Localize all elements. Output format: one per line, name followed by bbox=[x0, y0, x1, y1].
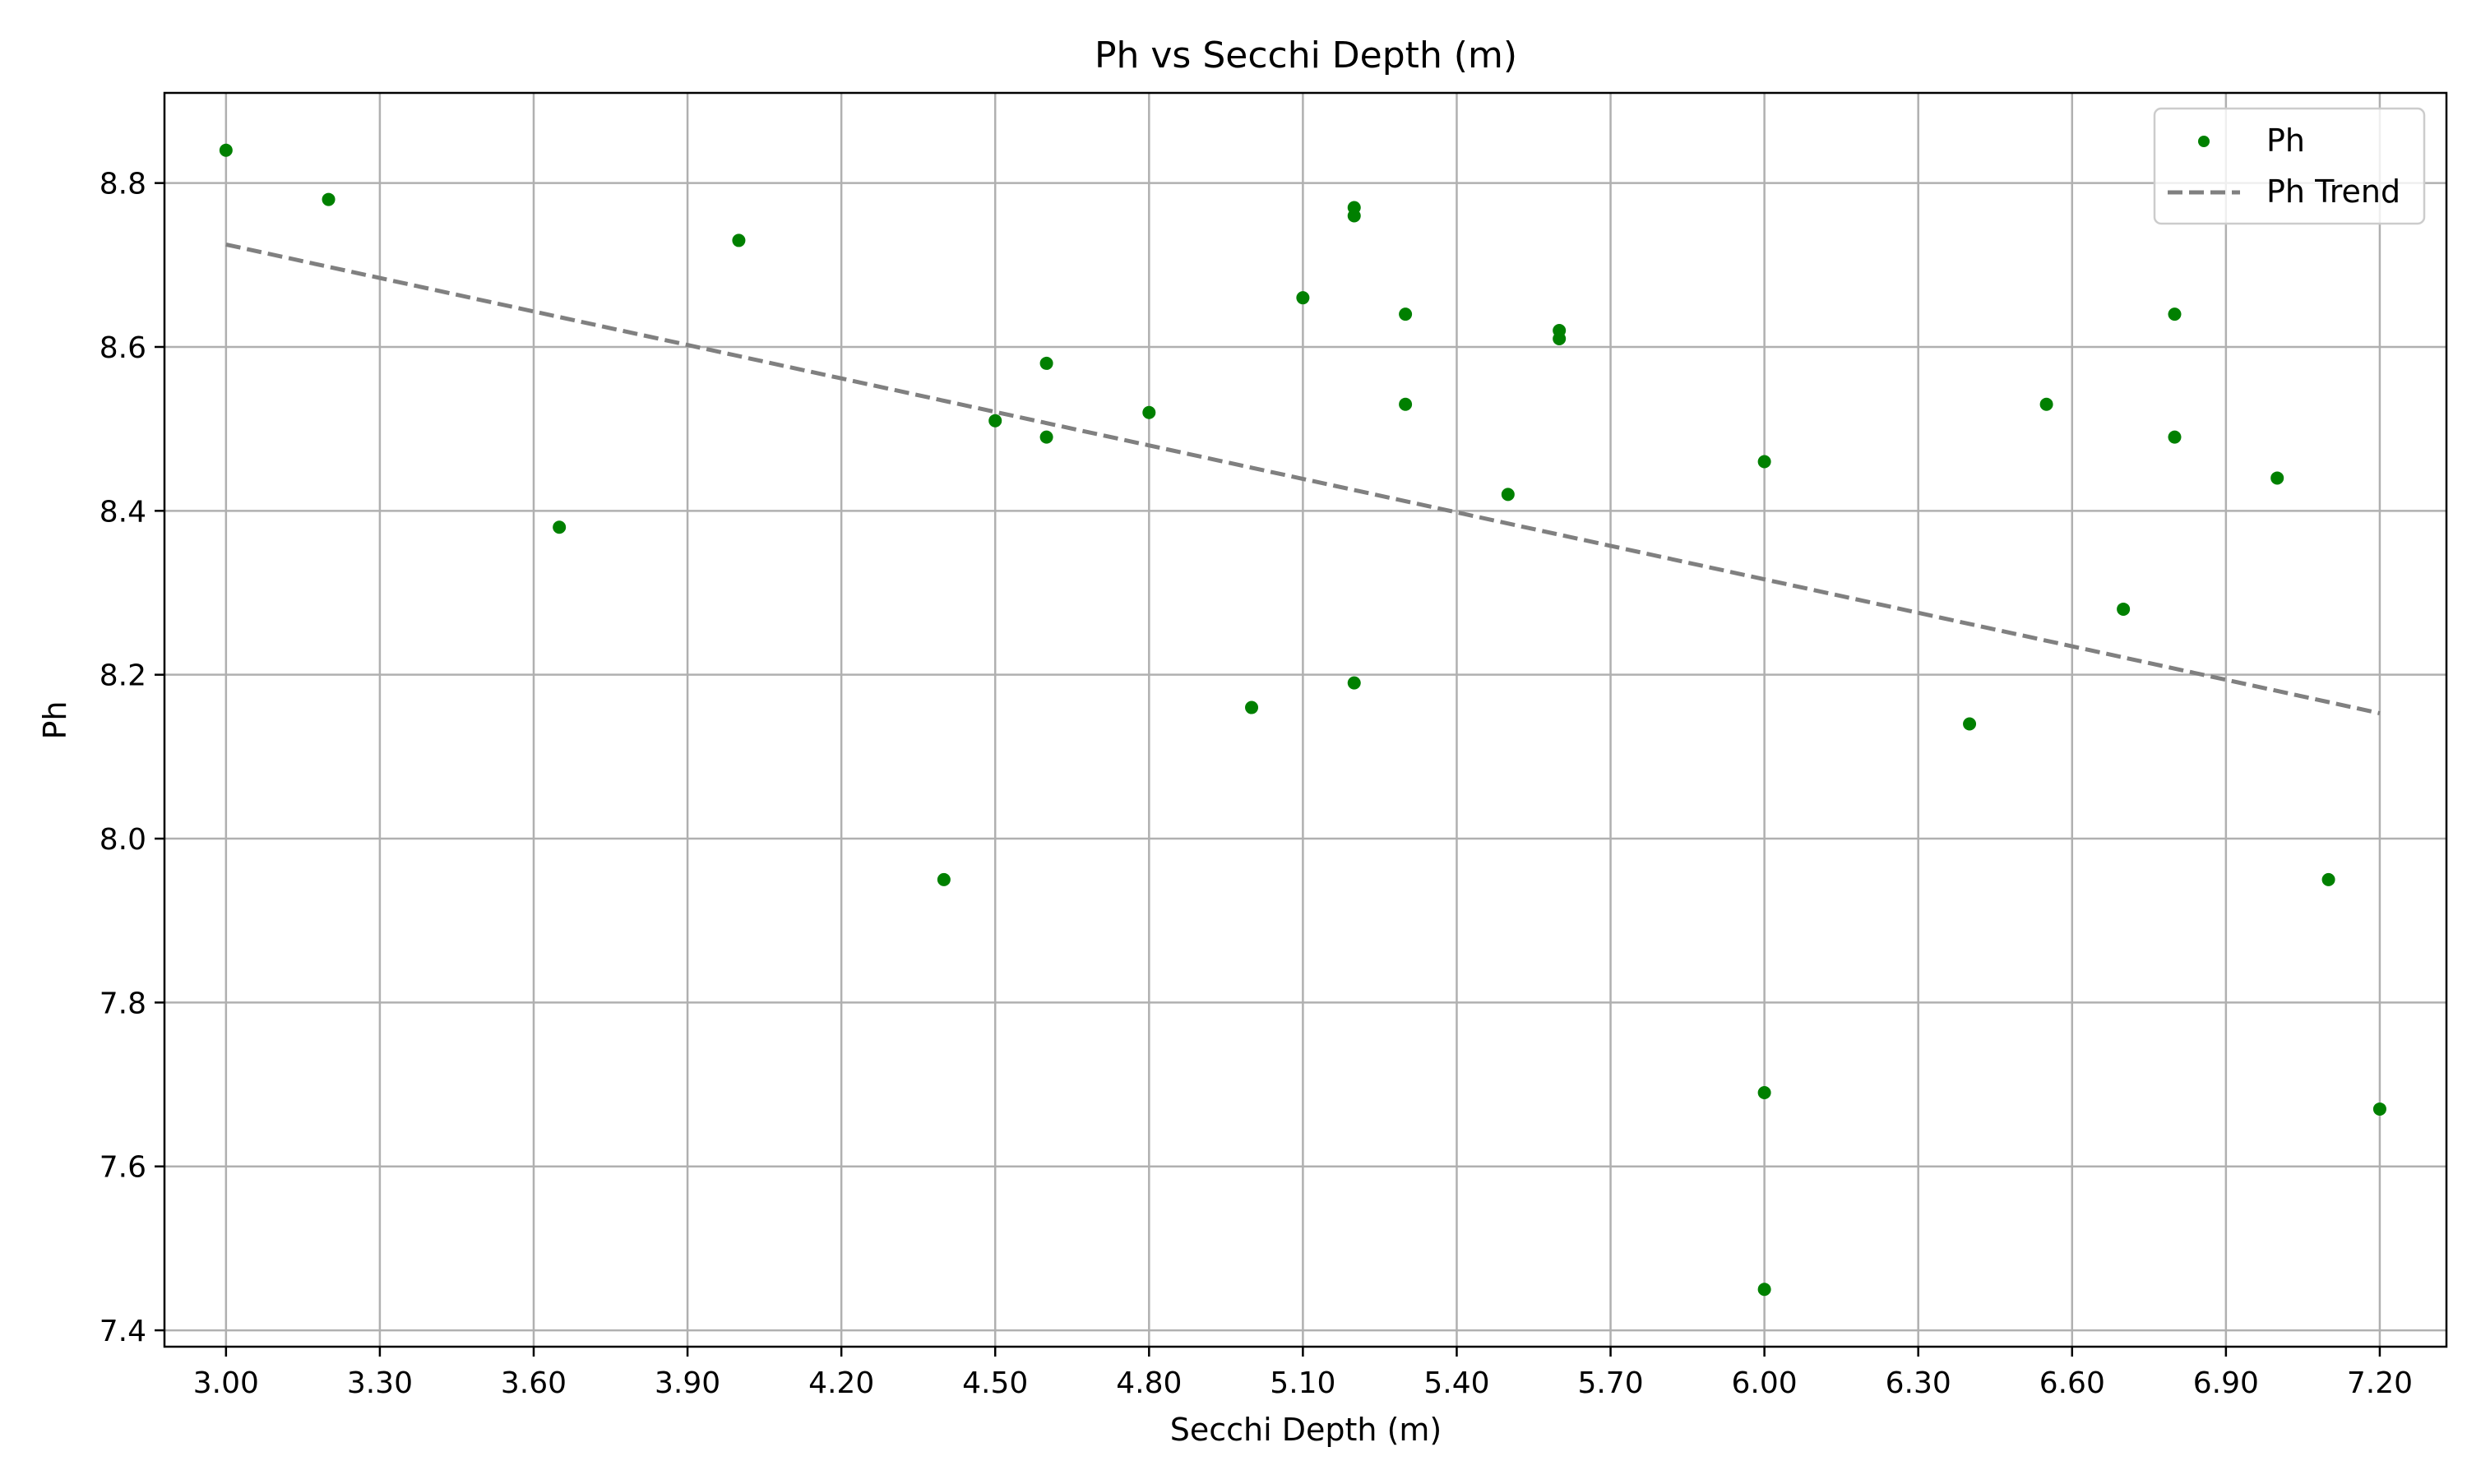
y-tick-label: 7.4 bbox=[100, 1315, 146, 1348]
legend-frame bbox=[2153, 107, 2426, 225]
legend-marker-ph bbox=[2198, 136, 2210, 147]
data-point bbox=[732, 233, 746, 247]
trend-line bbox=[225, 242, 2381, 715]
data-point bbox=[1039, 430, 1053, 444]
data-point bbox=[1245, 700, 1259, 714]
data-point bbox=[988, 414, 1002, 428]
data-point bbox=[2321, 872, 2335, 886]
data-point bbox=[553, 520, 567, 534]
data-point bbox=[1296, 291, 1310, 305]
x-tick-label: 6.30 bbox=[1886, 1366, 1951, 1400]
trend-layer bbox=[225, 242, 2381, 715]
x-tick-label: 4.80 bbox=[1116, 1366, 1182, 1400]
x-axis-ticks: 3.00 3.30 3.60 3.90 4.20 4.50 4.80 5.10 5.40 5.70… bbox=[193, 1347, 2413, 1400]
x-tick-label: 4.20 bbox=[808, 1366, 874, 1400]
data-point bbox=[1553, 332, 1567, 346]
data-point bbox=[1347, 676, 1361, 690]
data-point bbox=[2168, 307, 2182, 321]
x-tick-label: 6.00 bbox=[1732, 1366, 1798, 1400]
data-point bbox=[1399, 307, 1413, 321]
legend-label-ph: Ph bbox=[2266, 123, 2305, 159]
data-point bbox=[1963, 717, 1977, 731]
data-point bbox=[1757, 1086, 1771, 1100]
y-tick-label: 8.4 bbox=[100, 495, 146, 529]
data-point bbox=[2117, 602, 2131, 616]
data-point bbox=[1039, 356, 1053, 370]
y-tick-label: 7.6 bbox=[100, 1151, 146, 1185]
data-point bbox=[322, 192, 336, 206]
data-point bbox=[1757, 455, 1771, 469]
x-tick-label: 5.40 bbox=[1423, 1366, 1489, 1400]
x-tick-label: 5.10 bbox=[1270, 1366, 1335, 1400]
x-tick-label: 3.30 bbox=[347, 1366, 413, 1400]
y-tick-label: 8.6 bbox=[100, 331, 146, 365]
points-layer bbox=[219, 143, 2386, 1297]
y-tick-label: 7.8 bbox=[100, 987, 146, 1020]
data-point bbox=[2270, 471, 2284, 485]
x-tick-label: 6.60 bbox=[2039, 1366, 2105, 1400]
x-tick-label: 3.90 bbox=[655, 1366, 720, 1400]
plot-frame bbox=[163, 91, 2448, 1348]
data-point bbox=[2039, 397, 2053, 411]
x-tick-label: 7.20 bbox=[2347, 1366, 2413, 1400]
x-tick-label: 3.60 bbox=[501, 1366, 567, 1400]
x-axis-label: Secchi Depth (m) bbox=[1170, 1412, 1442, 1448]
data-point bbox=[219, 143, 233, 157]
x-tick-label: 5.70 bbox=[1577, 1366, 1643, 1400]
chart-title: Ph vs Secchi Depth (m) bbox=[1095, 35, 1517, 76]
y-axis-ticks: 7.4 7.6 7.8 8.0 8.2 8.4 8.6 8.8 bbox=[100, 168, 164, 1348]
grid bbox=[164, 93, 2446, 1347]
y-tick-label: 8.2 bbox=[100, 659, 146, 693]
data-point bbox=[937, 872, 951, 886]
data-point bbox=[1347, 209, 1361, 223]
data-point bbox=[1142, 405, 1156, 419]
legend: Ph Ph Trend bbox=[2153, 107, 2426, 225]
y-tick-label: 8.0 bbox=[100, 823, 146, 857]
x-tick-label: 6.90 bbox=[2193, 1366, 2259, 1400]
x-tick-label: 3.00 bbox=[193, 1366, 259, 1400]
data-point bbox=[1399, 397, 1413, 411]
x-tick-label: 4.50 bbox=[962, 1366, 1028, 1400]
data-point bbox=[1501, 488, 1515, 502]
data-point bbox=[2168, 430, 2182, 444]
data-point bbox=[1757, 1283, 1771, 1297]
y-axis-label: Ph bbox=[37, 701, 73, 740]
data-point bbox=[2372, 1102, 2386, 1116]
y-tick-label: 8.8 bbox=[100, 168, 146, 201]
legend-label-trend: Ph Trend bbox=[2266, 173, 2400, 210]
